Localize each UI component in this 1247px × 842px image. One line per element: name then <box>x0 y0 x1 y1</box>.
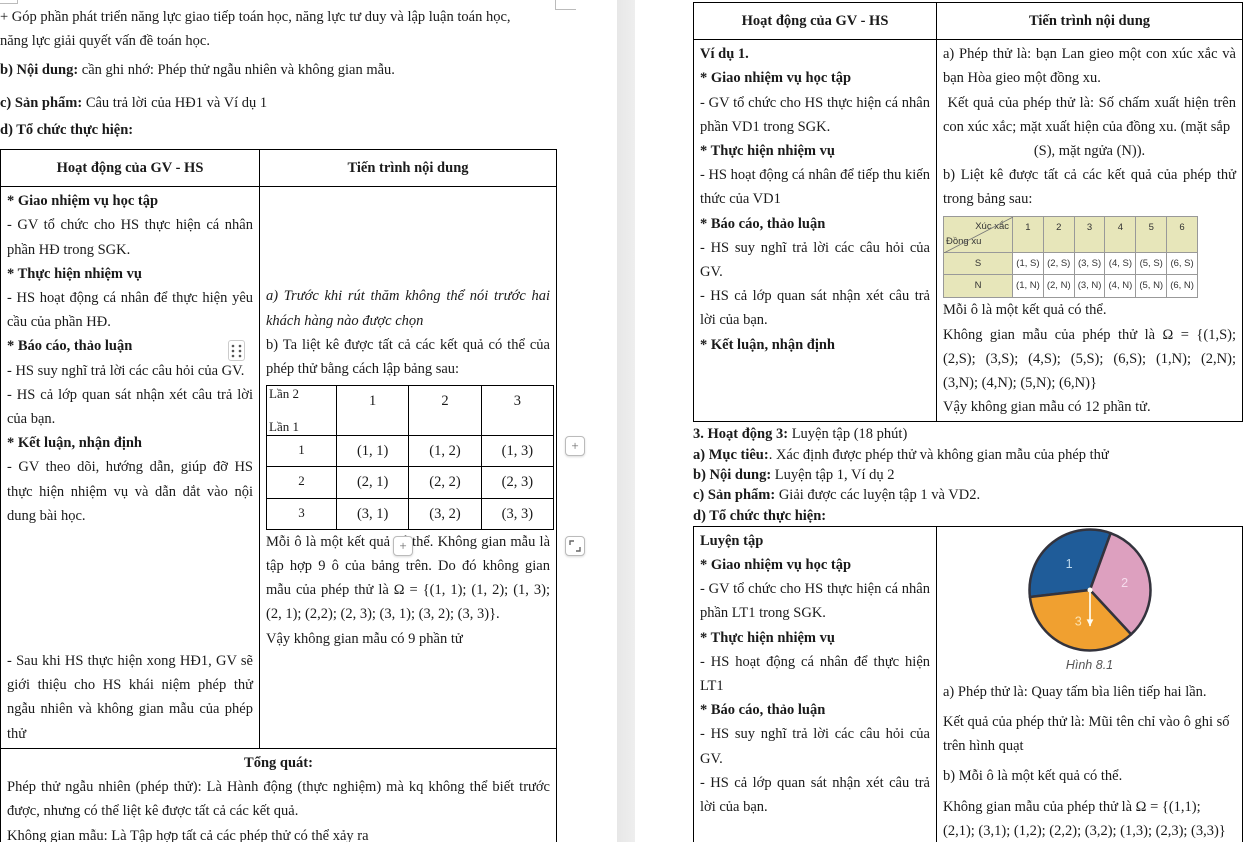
svg-text:3: 3 <box>1074 615 1081 629</box>
svg-text:1: 1 <box>1065 557 1072 571</box>
svg-text:2: 2 <box>1121 576 1128 590</box>
